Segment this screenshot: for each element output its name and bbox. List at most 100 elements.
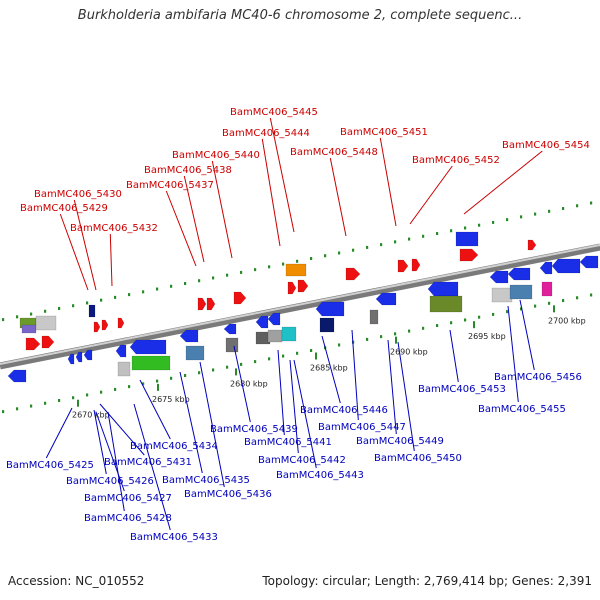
forward-label-leader (329, 157, 347, 237)
lower-guide-dot (16, 407, 19, 411)
forward-label-leader (269, 117, 295, 233)
lower-guide-dot (240, 362, 243, 366)
upper-guide-dot (534, 212, 537, 216)
lower-guide-dot (394, 332, 397, 336)
lower-guide-dot (450, 321, 453, 325)
lower-guide-dot (282, 354, 285, 358)
reverse-label-leader (233, 345, 251, 423)
reverse-label-leader (293, 359, 317, 469)
reverse-label-leader (387, 339, 397, 435)
upper-guide-dot (2, 318, 5, 322)
forward-gene-label: BamMC406_5440 (172, 150, 260, 161)
upper-guide-dot (58, 306, 61, 310)
forward-gene-arrow (297, 279, 309, 293)
forward-gene-arrow (287, 281, 297, 295)
reverse-gene-arrow (375, 292, 397, 306)
reverse-gene-label: BamMC406_5434 (130, 441, 218, 452)
lower-guide-dot (254, 360, 257, 364)
reverse-gene-label: BamMC406_5441 (244, 437, 332, 448)
forward-gene-arrow (206, 297, 216, 311)
upper-guide-dot (380, 243, 383, 247)
reverse-label-leader (321, 335, 341, 404)
reverse-label-leader (397, 341, 415, 452)
upper-guide-dot (142, 290, 145, 294)
chromosome-backbone-highlight (0, 244, 600, 365)
lower-guide-dot (170, 376, 173, 380)
gene-box (35, 315, 57, 331)
upper-guide-dot (450, 229, 453, 233)
upper-guide-dot (128, 293, 131, 297)
reverse-gene-label: BamMC406_5447 (318, 422, 406, 433)
forward-label-leader (73, 199, 97, 291)
reverse-gene-label: BamMC406_5442 (258, 455, 346, 466)
scale-tick-label: 2670 kbp (72, 411, 110, 420)
gene-box (117, 361, 131, 377)
reverse-gene-arrow (255, 315, 269, 329)
reverse-label-leader (95, 411, 125, 492)
accession-text: Accession: NC_010552 (8, 574, 145, 588)
reverse-gene-label: BamMC406_5453 (418, 384, 506, 395)
forward-gene-arrow (25, 337, 41, 351)
forward-gene-arrow (397, 259, 409, 273)
upper-guide-dot (548, 209, 551, 213)
forward-gene-arrow (527, 239, 537, 251)
lower-guide-dot (408, 329, 411, 333)
reverse-label-leader (139, 379, 171, 440)
lower-guide-dot (422, 326, 425, 330)
forward-gene-label: BamMC406_5438 (144, 165, 232, 176)
reverse-gene-label: BamMC406_5446 (300, 405, 388, 416)
upper-guide-dot (520, 215, 523, 219)
reverse-gene-arrow (7, 369, 27, 383)
reverse-gene-arrow (507, 267, 531, 281)
reverse-label-leader (351, 329, 359, 421)
gene-box (429, 295, 463, 313)
gene-features (7, 231, 599, 383)
gene-box (455, 231, 479, 247)
lower-guide-dot (464, 318, 467, 322)
lower-guide-dot (576, 296, 579, 300)
lower-guide-dot (590, 293, 593, 297)
reverse-label-leader (277, 349, 285, 436)
forward-gene-label: BamMC406_5445 (230, 107, 318, 118)
lower-guide-dot (520, 307, 523, 311)
lower-guide-dot (226, 365, 229, 369)
scale-tick-label: 2690 kbp (390, 348, 428, 357)
reverse-gene-label: BamMC406_5435 (162, 475, 250, 486)
reverse-gene-label: BamMC406_5433 (130, 532, 218, 543)
lower-guide-dot (478, 315, 481, 319)
scale-ticks: 2670 kbp 2675 kbp 2680 kbp 2685 kbp 2690 kbp… (72, 305, 586, 420)
forward-gene-arrow (459, 248, 479, 262)
reverse-gene-label: BamMC406_5428 (84, 513, 172, 524)
chromosome-backbone (0, 243, 600, 370)
upper-guide-dot (268, 265, 271, 269)
topology-summary: Topology: circular; Length: 2,769,414 bp… (262, 574, 592, 588)
upper-guide-dot (100, 298, 103, 302)
forward-label-leader (261, 138, 281, 247)
forward-gene-label: BamMC406_5452 (412, 155, 500, 166)
upper-guide-dot (184, 282, 187, 286)
lower-guide-dot (128, 385, 131, 389)
lower-guide-dot (72, 396, 75, 400)
upper-guide-dot (114, 295, 117, 299)
lower-guide-dot (562, 299, 565, 303)
forward-label-leader (379, 137, 397, 227)
forward-gene-label: BamMC406_5432 (70, 223, 158, 234)
upper-guide-dot (296, 259, 299, 263)
reverse-gene-label: BamMC406_5443 (276, 470, 364, 481)
reverse-gene-label: BamMC406_5427 (84, 493, 172, 504)
lower-guide-dot (310, 349, 313, 353)
forward-gene-box (285, 263, 307, 277)
reverse-gene-arrow (223, 323, 237, 335)
upper-guide-dot (240, 270, 243, 274)
forward-gene-arrow (41, 335, 55, 349)
lower-guide-dot (142, 382, 145, 386)
lower-guide-dot (492, 312, 495, 316)
upper-guide-dot (436, 232, 439, 236)
upper-guide-dot (198, 279, 201, 283)
reverse-gene-label: BamMC406_5450 (374, 453, 462, 464)
reverse-label-leader (449, 329, 459, 383)
gene-box (225, 337, 239, 353)
reverse-label-leader (179, 371, 203, 474)
forward-gene-label: BamMC406_5437 (126, 180, 214, 191)
lower-guide-dot (184, 374, 187, 378)
